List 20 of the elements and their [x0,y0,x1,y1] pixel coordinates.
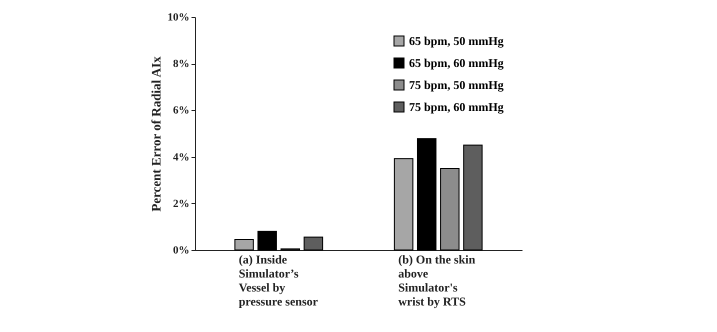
y-tick-label: 10% [168,12,190,24]
bar [416,138,436,250]
bar [304,236,324,250]
bar [257,230,277,250]
bar [234,239,254,250]
y-axis-title: Percent Error of Radial AIx [148,56,164,212]
y-tick-label: 6% [173,104,190,117]
x-tick-label: (a) Inside Simulator’s Vessel by pressure sensor [238,252,319,308]
bar [463,144,483,250]
legend-label: 65 bpm, 60 mmHg [409,56,504,70]
y-tick-label: 2% [173,198,190,210]
legend-label: 75 bpm, 50 mmHg [409,78,504,92]
bar [440,168,460,250]
x-tick-label: (b) On the skin above Simulator's wrist by RTS [398,252,476,308]
legend-label: 65 bpm, 50 mmHg [409,34,504,48]
legend-label: 75 bpm, 60 mmHg [409,100,504,114]
y-tick-label: 0% [173,244,190,256]
y-tick-label: 8% [173,58,190,70]
bar [394,158,414,250]
y-tick-label: 4% [173,151,190,164]
